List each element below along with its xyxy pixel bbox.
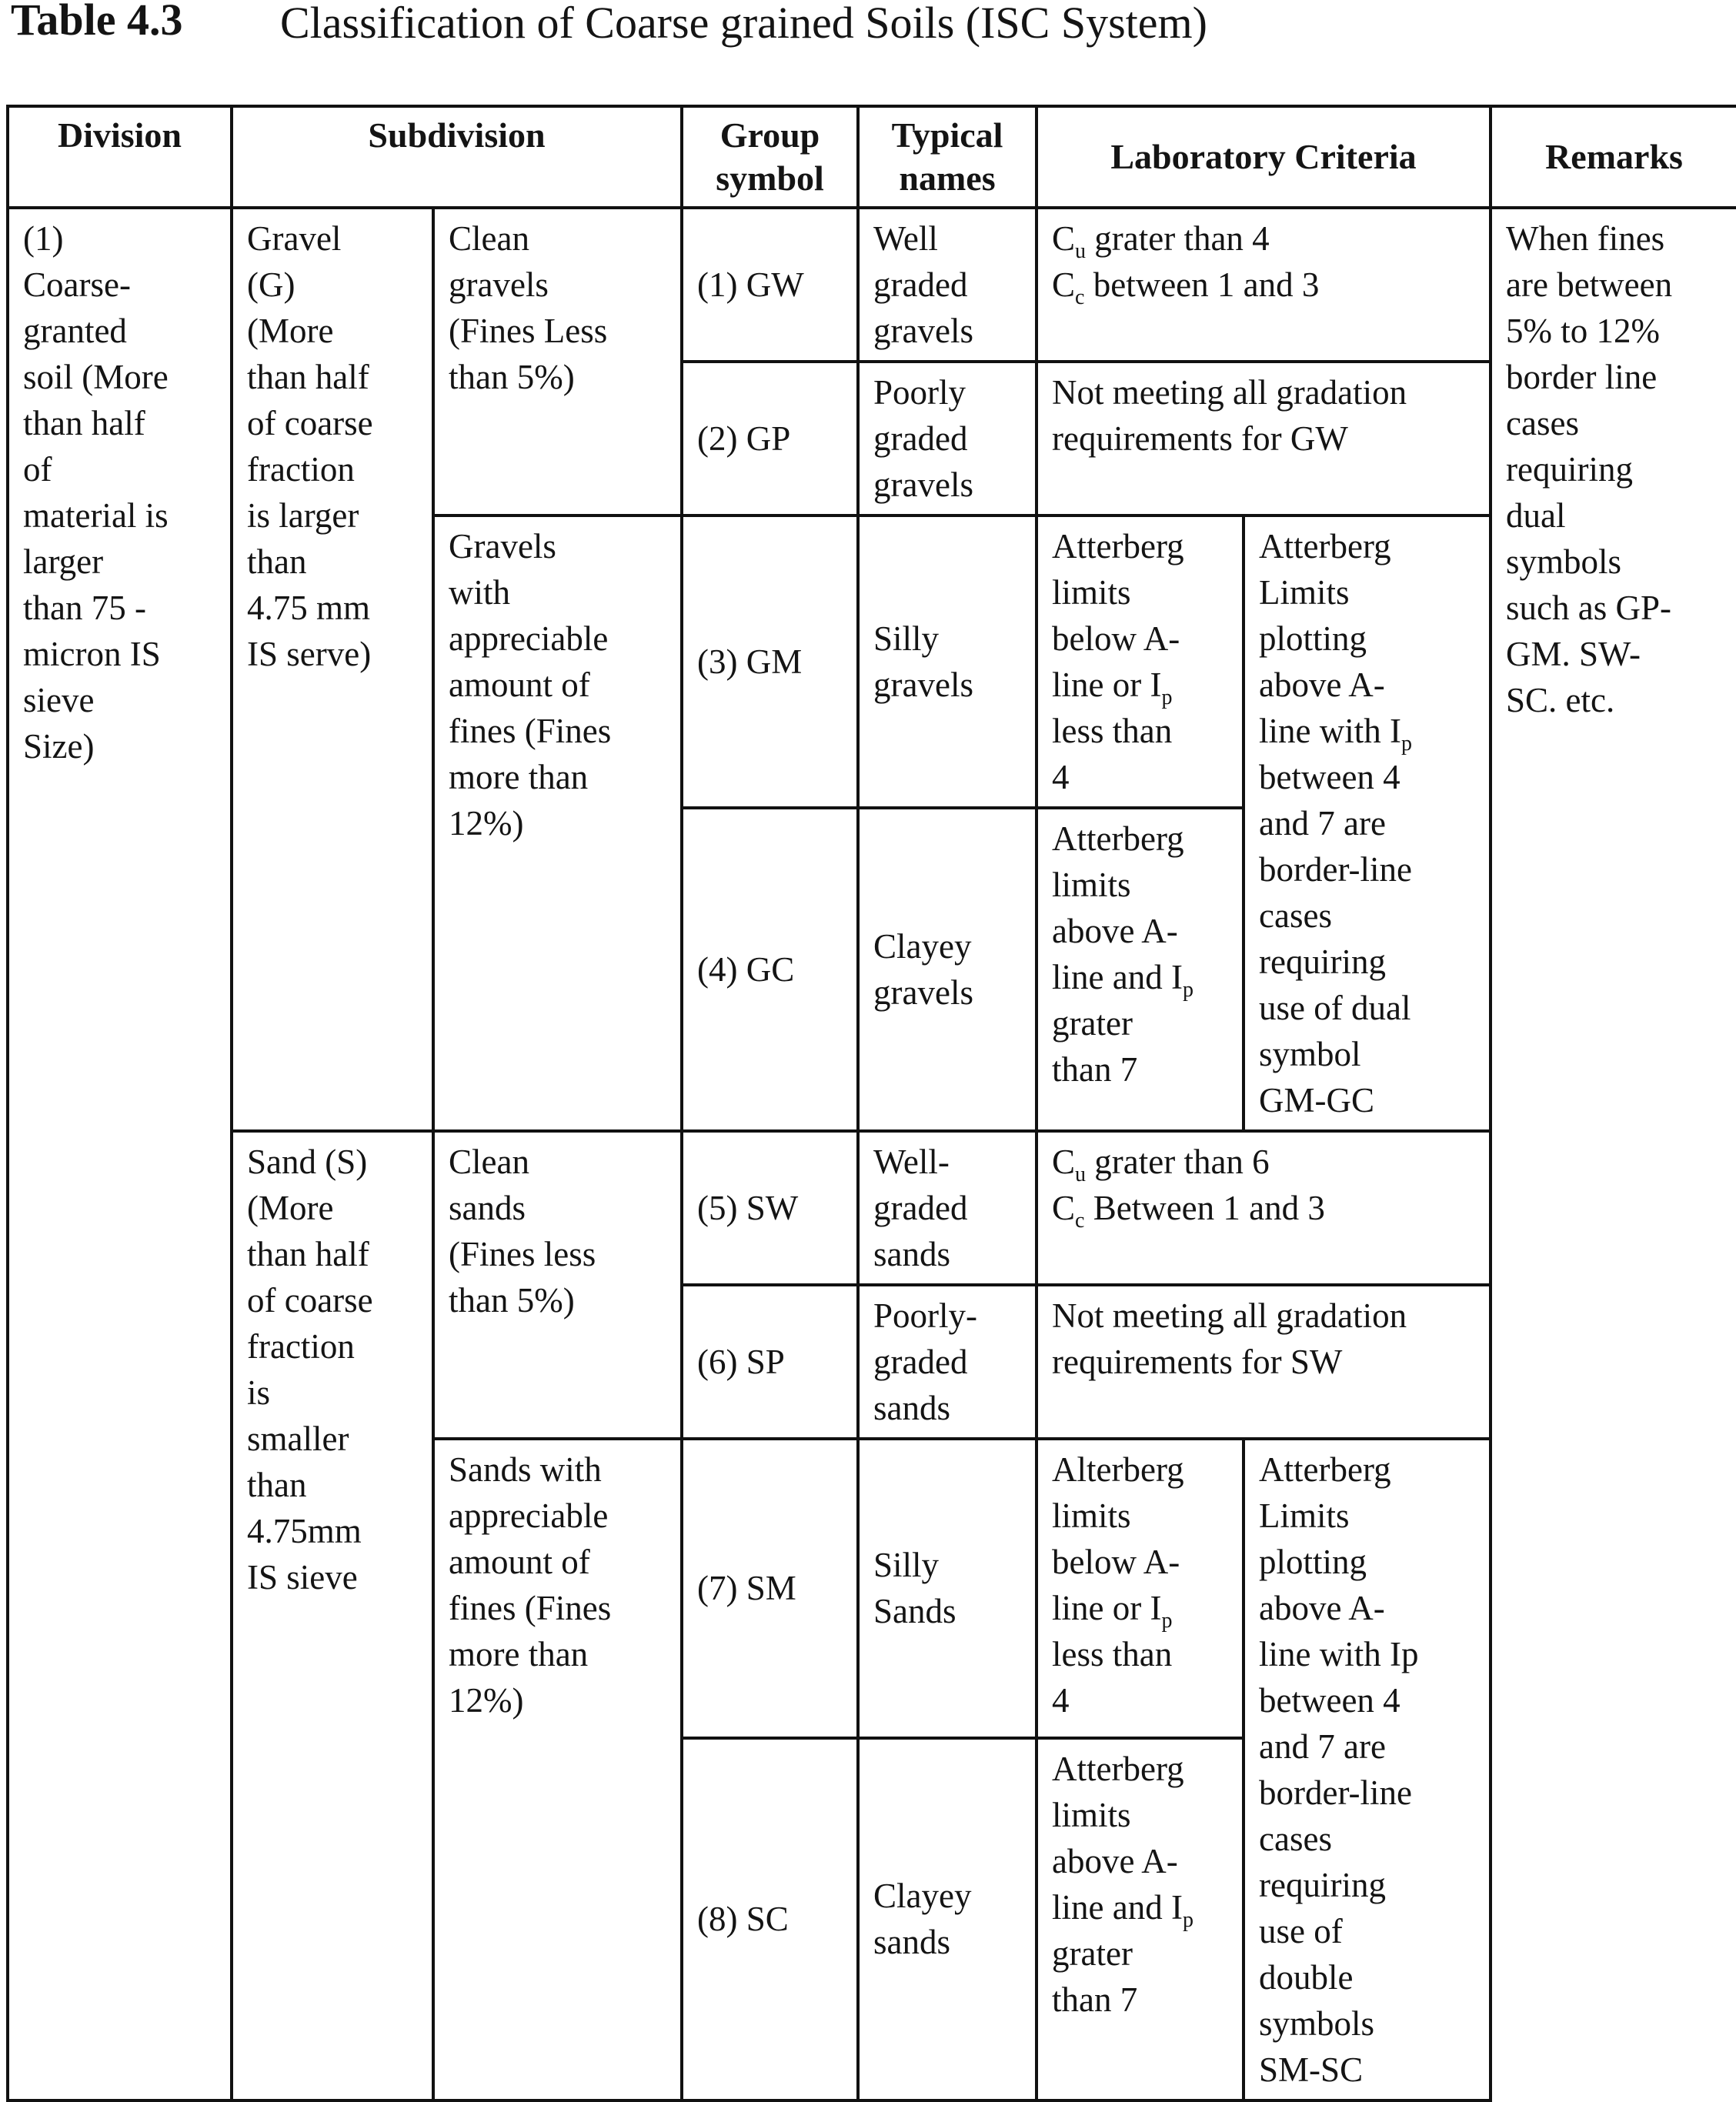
criteria-sp: Not meeting all gradation requirements f… (1035, 1283, 1493, 1440)
table-row-sw: Sand (S) (More than half of coarse fract… (8, 1129, 1736, 2102)
criteria-gm: Atterberg limits below A- line or Ip les… (1035, 513, 1246, 810)
table-number: Table 4.3 (11, 0, 183, 45)
table-row-gc: (4) GC Clayey gravels Atterberg limits a… (8, 806, 1736, 1133)
header-group-symbol: Group symbol (680, 105, 860, 209)
clean-sands: Clean sands (Fines less than 5%) (431, 1129, 684, 1440)
remarks-cell: When fines are between 5% to 12% border … (1489, 206, 1736, 2100)
name-gp: Poorly graded gravels (856, 360, 1039, 517)
gravels-with-fines: Gravels with appreciable amount of fines… (431, 514, 684, 1133)
name-sp: Poorly- graded sands (856, 1283, 1039, 1440)
group-symbol-gm: (3) GM (680, 513, 860, 810)
group-symbol-gp: (2) GP (680, 360, 860, 517)
group-symbol-gc: (4) GC (680, 806, 860, 1133)
criteria-gc: Atterberg limits above A- line and Ip gr… (1035, 806, 1246, 1133)
soil-classification-table: Division Subdivision Group symbol Typica… (6, 105, 1736, 2102)
sands-with-fines: Sands with appreciable amount of fines (… (431, 1437, 684, 2102)
name-gm: Silly gravels (856, 513, 1039, 810)
name-sc: Clayey sands (856, 1736, 1039, 2102)
criteria-sm-sc-dual: Atterberg Limits plotting above A- line … (1242, 1437, 1493, 2102)
criteria-sm: Alterberg limits below A- line or Ip les… (1035, 1437, 1246, 1740)
name-sm: Silly Sands (856, 1437, 1039, 1740)
name-gw: Well graded gravels (856, 206, 1039, 363)
criteria-gp: Not meeting all gradation requirements f… (1035, 360, 1493, 517)
gravel-subdivision: Gravel (G) (More than half of coarse fra… (230, 206, 435, 1133)
table-row-gw: (1) Coarse- granted soil (More than half… (6, 206, 1736, 2102)
table-title: Classification of Coarse grained Soils (… (280, 0, 1207, 48)
criteria-gw: Cu grater than 4 Cc between 1 and 3 (1035, 206, 1493, 363)
criteria-gm-gc-dual: Atterberg Limits plotting above A- line … (1242, 514, 1493, 1133)
table-row-sp: (6) SP Poorly- graded sands Not meeting … (8, 1283, 1736, 1440)
table-caption: Table 4.3 Classification of Coarse grain… (11, 0, 1207, 48)
criteria-sc: Atterberg limits above A- line and Ip gr… (1035, 1736, 1246, 2102)
table-row-gm: Gravels with appreciable amount of fines… (8, 513, 1736, 1133)
name-gc: Clayey gravels (856, 806, 1039, 1133)
group-symbol-sm: (7) SM (680, 1437, 860, 1740)
header-typical-names: Typical names (856, 105, 1039, 209)
header-remarks: Remarks (1489, 105, 1736, 209)
header-subdivision: Subdivision (229, 105, 684, 209)
sand-subdivision: Sand (S) (More than half of coarse fract… (230, 1129, 435, 2102)
division-cell: (1) Coarse- granted soil (More than half… (6, 206, 233, 2102)
name-sw: Well- graded sands (856, 1129, 1039, 1286)
group-symbol-sw: (5) SW (680, 1129, 860, 1286)
header-division: Division (6, 105, 233, 209)
group-symbol-sc: (8) SC (680, 1736, 860, 2102)
clean-gravels: Clean gravels (Fines Less than 5%) (431, 206, 684, 517)
group-symbol-gw: (1) GW (680, 206, 860, 363)
table-row-gp: (2) GP Poorly graded gravels Not meeting… (8, 360, 1736, 517)
header-row: Division Subdivision Group symbol Typica… (6, 105, 1736, 209)
header-lab-criteria: Laboratory Criteria (1035, 105, 1493, 209)
group-symbol-sp: (6) SP (680, 1283, 860, 1440)
criteria-sw: Cu grater than 6 Cc Between 1 and 3 (1035, 1129, 1493, 1286)
